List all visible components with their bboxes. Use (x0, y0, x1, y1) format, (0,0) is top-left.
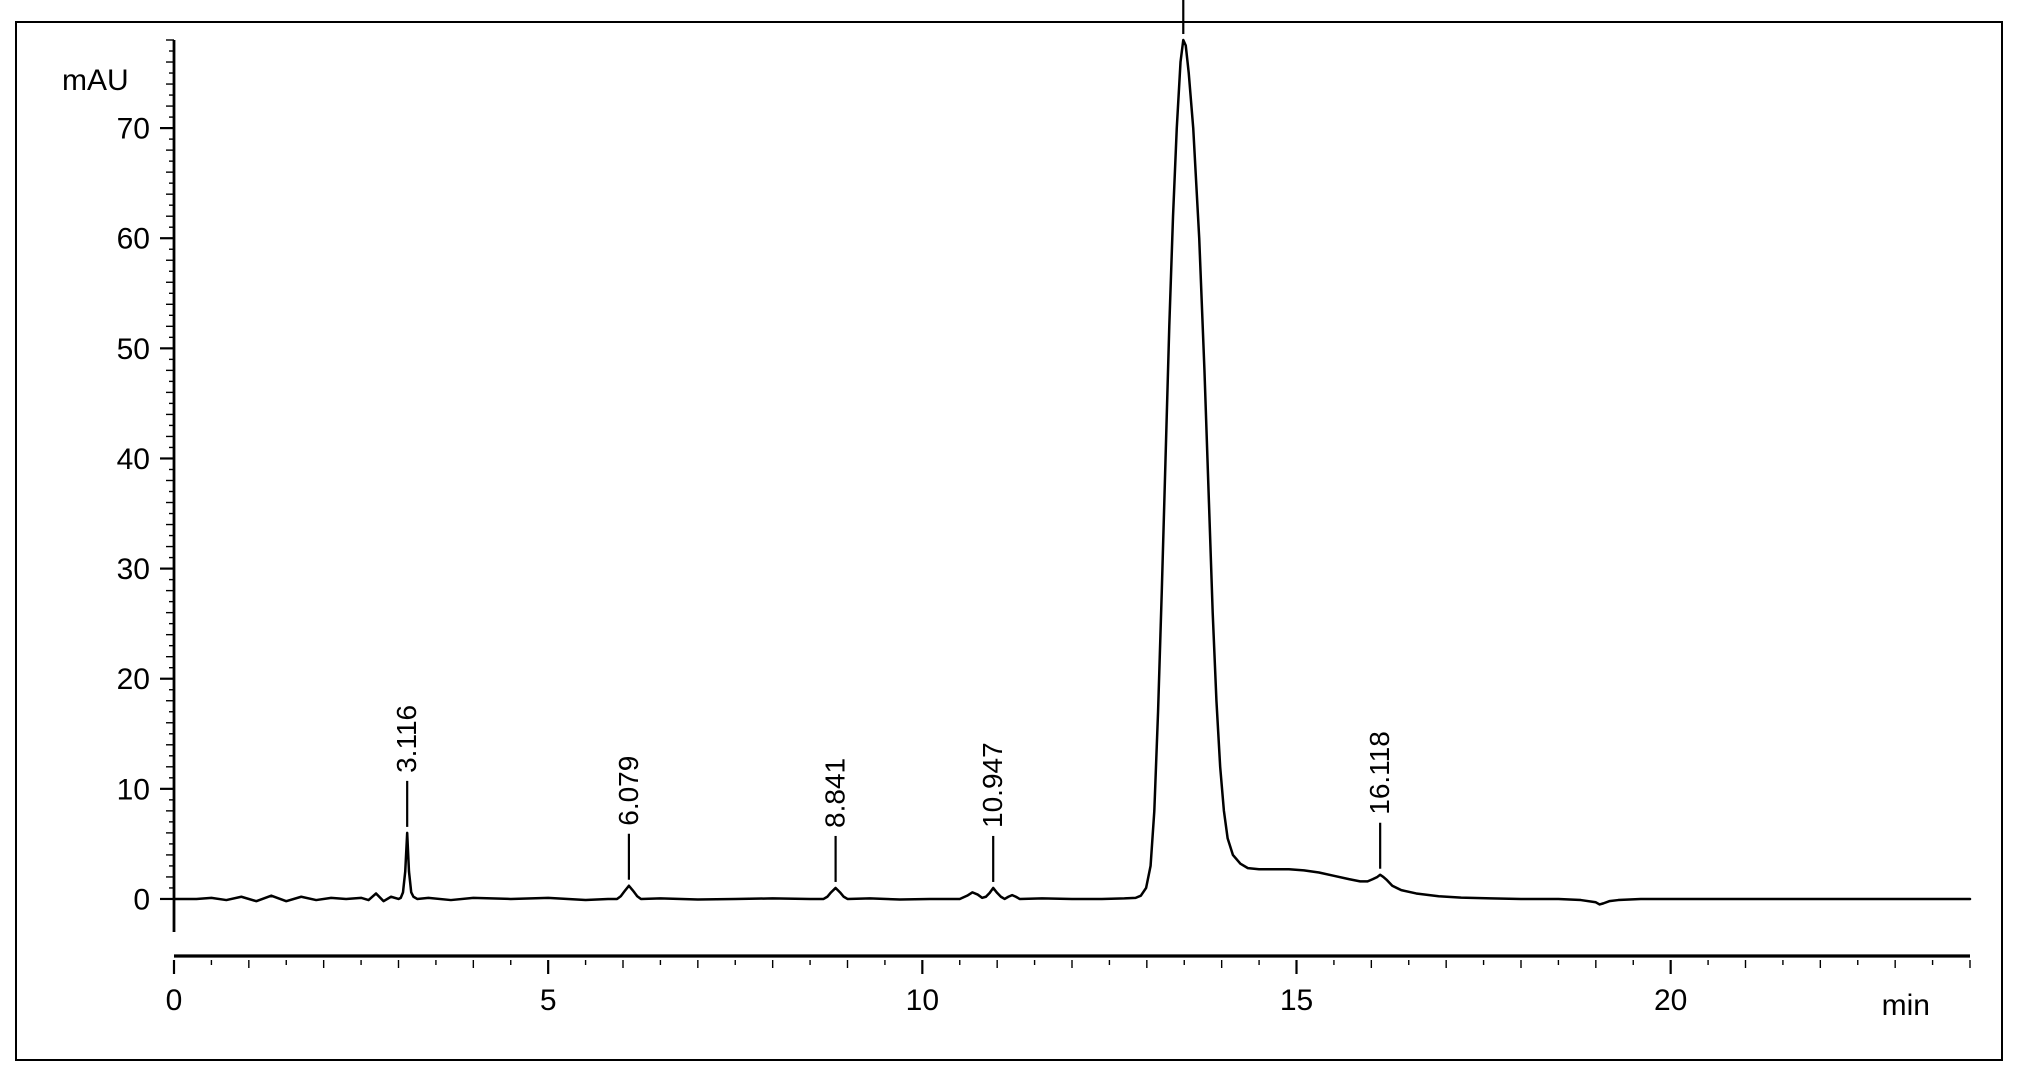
x-tick-label: 5 (540, 984, 557, 1017)
y-tick-label: 70 (117, 113, 150, 146)
peak-label: 6.079 (613, 756, 644, 826)
peak-label: 3.116 (391, 705, 422, 773)
y-tick-label: 50 (117, 333, 150, 366)
chromatogram-figure: 0 10 20 30 40 50 60 70 mAU 0 5 10 15 20 min 3.116 6.079 8… (0, 0, 2018, 1075)
peak-label: 16.118 (1364, 731, 1395, 815)
x-tick-label: 15 (1280, 984, 1313, 1017)
y-tick-label: 10 (117, 773, 150, 806)
peak-label: 8.841 (820, 758, 851, 828)
y-tick-label: 60 (117, 223, 150, 256)
y-tick-label: 0 (133, 883, 150, 916)
x-tick-label: 10 (906, 984, 939, 1017)
peak-label: 10.947 (977, 742, 1008, 828)
chromatogram-svg: 0 10 20 30 40 50 60 70 mAU 0 5 10 15 20 min 3.116 6.079 8… (0, 0, 2018, 1075)
y-tick-label: 30 (117, 553, 150, 586)
y-tick-label: 20 (117, 663, 150, 696)
x-axis-label: min (1882, 989, 1930, 1022)
y-axis-label: mAU (62, 64, 129, 97)
x-tick-label: 20 (1654, 984, 1687, 1017)
y-tick-label: 40 (117, 443, 150, 476)
x-tick-label: 0 (166, 984, 183, 1017)
plot-outer-border (16, 22, 2002, 1060)
